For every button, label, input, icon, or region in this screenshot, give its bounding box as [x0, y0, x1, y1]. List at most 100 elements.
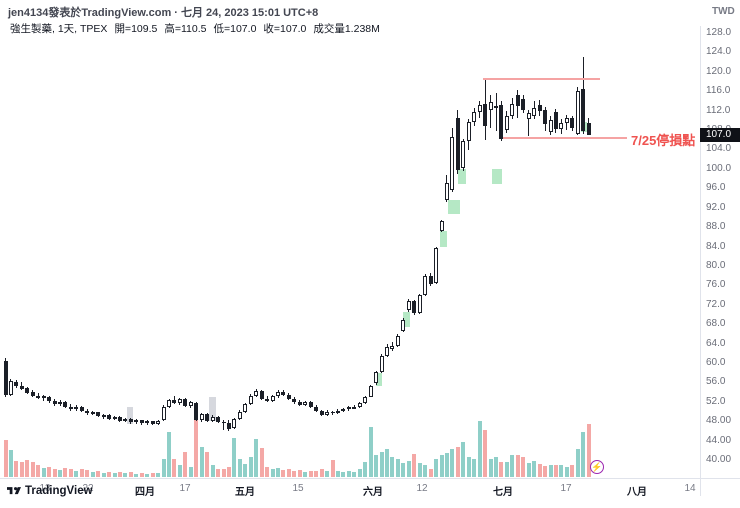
volume-bar — [314, 471, 319, 477]
candle-up — [243, 404, 248, 412]
volume-bar — [128, 472, 133, 477]
candle-up — [112, 416, 117, 419]
candle-down — [68, 406, 73, 410]
candle-wick — [528, 109, 530, 136]
candle-up — [385, 346, 389, 357]
candle-up — [325, 411, 330, 415]
volume-bar — [374, 455, 379, 477]
candle-down — [30, 392, 35, 396]
volume-bar — [248, 457, 253, 477]
candle-up — [526, 113, 531, 120]
price-tick-label: 76.0 — [706, 279, 726, 291]
candle-down — [499, 104, 504, 139]
candle-down — [107, 415, 112, 419]
candle-up — [417, 295, 422, 313]
price-tick-label: 88.0 — [706, 221, 726, 233]
volume-bar — [423, 465, 428, 477]
gap-down-marker — [209, 396, 216, 422]
volume-bar — [537, 464, 542, 477]
volume-bar — [232, 438, 237, 477]
candle-up — [548, 119, 553, 133]
volume-bar — [96, 471, 101, 477]
volume-bar — [417, 463, 422, 477]
candle-up — [444, 183, 449, 200]
candle-up — [90, 412, 95, 415]
volume-bar — [30, 462, 35, 477]
candle-down — [319, 411, 324, 415]
candle-up — [472, 111, 477, 123]
price-tick-label: 52.0 — [706, 395, 726, 407]
time-tick-day: 15 — [292, 483, 304, 494]
volume-bar — [150, 473, 155, 477]
candle-up — [477, 104, 482, 112]
candle-down — [205, 414, 210, 421]
time-axis-border — [0, 478, 740, 479]
ohlc-segment: 收=107.0 — [263, 23, 307, 35]
price-tick-label: 92.0 — [706, 201, 726, 213]
price-tick-label: 128.0 — [706, 27, 732, 38]
candle-up — [156, 420, 161, 424]
tradingview-logo[interactable]: TradingView — [7, 484, 93, 498]
last-price-badge: 107.0 — [700, 127, 740, 142]
time-tick-month: 四月 — [135, 487, 155, 498]
volume-bar — [483, 430, 488, 477]
candle-up — [450, 136, 455, 191]
price-tick-label: 120.0 — [706, 65, 732, 77]
candle-up — [461, 140, 466, 168]
volume-bar — [434, 459, 439, 477]
price-tick-label: 124.0 — [706, 46, 732, 58]
flash-reaction-icon[interactable]: ⚡ — [590, 460, 604, 474]
volume-bar — [297, 470, 302, 477]
horizontal-line-drawing[interactable] — [483, 77, 600, 80]
volume-bar — [510, 455, 515, 477]
candle-down — [128, 419, 133, 423]
candle-down — [586, 122, 591, 135]
candle-up — [237, 411, 242, 420]
volume-bar — [499, 462, 504, 477]
candle-up — [504, 116, 509, 131]
time-tick-day: 17 — [560, 483, 572, 494]
candle-up — [532, 108, 537, 117]
volume-bar — [488, 459, 493, 477]
candle-up — [406, 300, 411, 311]
volume-bar — [210, 465, 215, 477]
ohlc-segment: 低=107.0 — [213, 23, 257, 35]
candle-wick — [223, 419, 224, 430]
candle-up — [390, 346, 395, 349]
horizontal-line-drawing[interactable] — [503, 137, 627, 140]
volume-bar — [428, 469, 433, 477]
volume-bar — [167, 432, 171, 477]
candle-down — [281, 392, 286, 395]
volume-bar — [79, 469, 84, 477]
currency-label: TWD — [712, 6, 735, 17]
volume-bar — [390, 457, 395, 477]
time-tick-day: 22 — [82, 483, 94, 494]
candle-up — [363, 396, 368, 404]
candle-up — [303, 401, 308, 405]
symbol-name[interactable]: 強生製藥, 1天, TPEX — [10, 23, 108, 35]
candle-up — [488, 101, 493, 111]
volume-bar — [117, 472, 122, 477]
volume-bar — [526, 463, 531, 477]
stop-loss-label[interactable]: 7/25停損點 — [631, 133, 696, 149]
candle-up — [41, 396, 46, 399]
volume-bar — [341, 472, 346, 477]
price-pane[interactable] — [0, 26, 700, 478]
volume-bar — [559, 465, 564, 477]
candle-down — [314, 406, 319, 412]
candle-down — [308, 401, 313, 407]
candle-down — [570, 118, 575, 129]
price-tick-label: 104.0 — [706, 143, 732, 155]
volume-bar — [368, 427, 373, 477]
candle-down — [52, 400, 57, 405]
volume-bar — [412, 454, 417, 477]
candle-up — [434, 247, 439, 283]
candle-up — [167, 400, 171, 407]
gap-up-marker — [440, 230, 447, 247]
volume-bar — [254, 439, 259, 477]
candle-down — [297, 402, 302, 405]
time-tick-day: 14 — [684, 483, 696, 494]
candle-up — [494, 106, 498, 109]
candle-wick — [173, 395, 175, 405]
